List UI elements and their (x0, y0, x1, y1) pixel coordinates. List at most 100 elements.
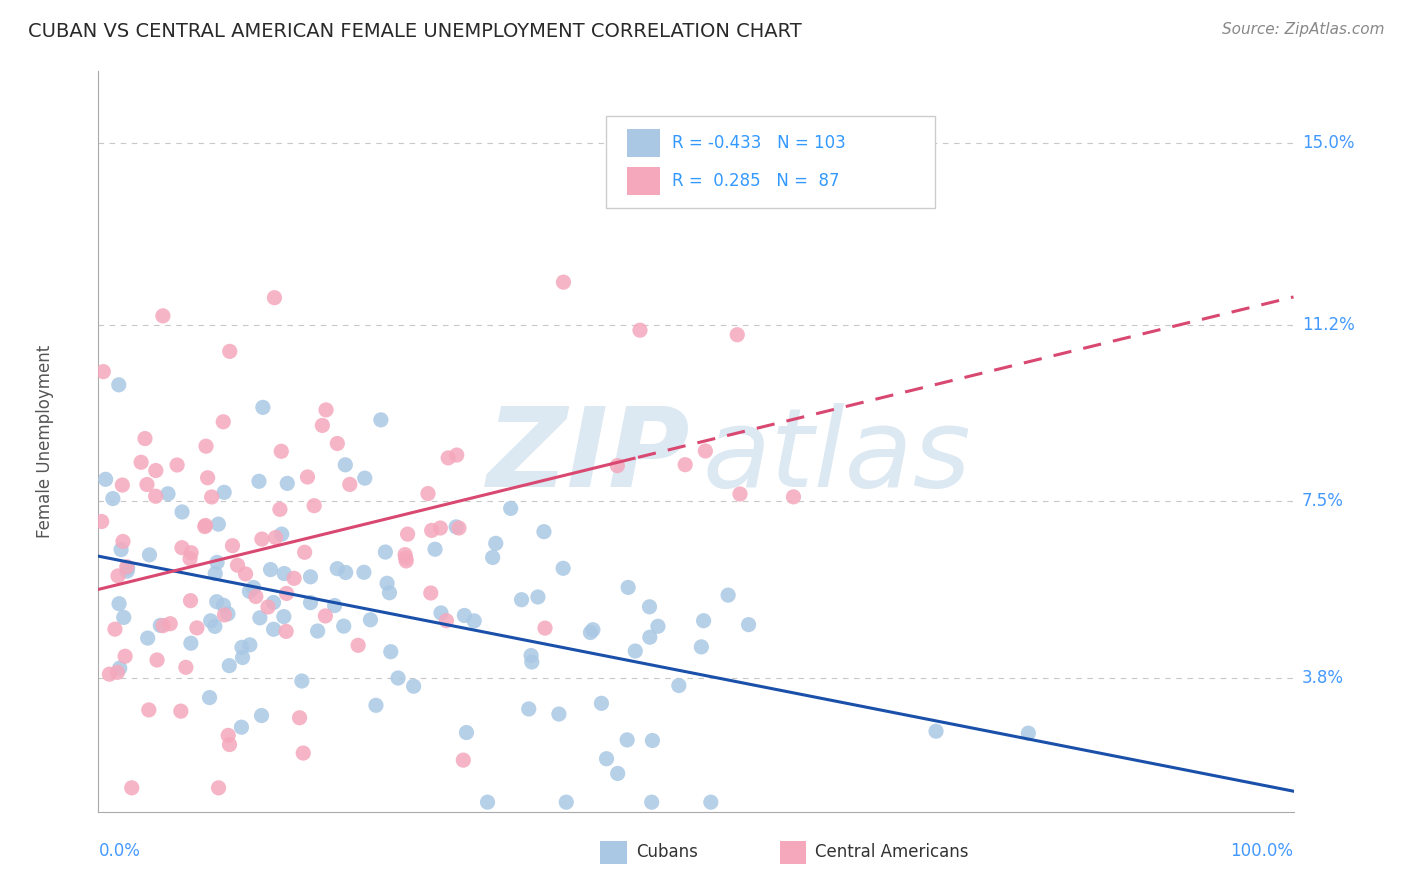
Point (231, 720, 253, 734)
Point (638, 599, 661, 614)
Text: 0.0%: 0.0% (98, 842, 141, 860)
Point (299, 596, 322, 610)
Point (339, 477, 361, 491)
Point (264, 531, 287, 545)
Point (456, 725, 478, 739)
Point (527, 590, 550, 604)
Point (276, 476, 298, 491)
Point (212, 485, 235, 500)
Point (201, 490, 224, 504)
Point (548, 707, 571, 722)
Point (297, 470, 319, 484)
Point (273, 609, 295, 624)
Point (226, 558, 249, 573)
Point (591, 696, 613, 710)
Point (107, 569, 129, 583)
Text: Female Unemployment: Female Unemployment (35, 345, 53, 538)
Point (231, 640, 253, 655)
Point (180, 546, 202, 560)
Text: R = -0.433   N = 103: R = -0.433 N = 103 (672, 135, 846, 153)
Point (156, 487, 179, 501)
Point (640, 795, 662, 809)
Point (207, 517, 229, 532)
Point (302, 499, 325, 513)
Point (394, 548, 416, 562)
Point (111, 478, 134, 492)
Point (270, 527, 292, 541)
Point (728, 487, 751, 501)
Point (136, 631, 159, 645)
Point (204, 619, 226, 633)
Point (232, 650, 254, 665)
Point (416, 486, 439, 500)
Point (673, 458, 696, 472)
Point (247, 475, 270, 489)
Point (259, 563, 281, 577)
Point (370, 413, 392, 427)
Point (107, 665, 129, 680)
Point (101, 491, 124, 506)
Point (174, 660, 197, 674)
Point (434, 614, 457, 628)
Point (288, 711, 311, 725)
Point (214, 607, 236, 622)
Point (205, 595, 228, 609)
Point (194, 519, 217, 533)
Point (353, 566, 375, 580)
Point (159, 616, 181, 631)
Point (423, 542, 446, 557)
Point (364, 698, 387, 713)
FancyBboxPatch shape (600, 840, 627, 864)
Point (638, 630, 661, 644)
Point (269, 502, 291, 516)
Text: Central Americans: Central Americans (815, 844, 969, 862)
Point (437, 450, 460, 465)
Point (1017, 726, 1039, 740)
Point (553, 561, 575, 575)
Point (299, 570, 322, 584)
Point (453, 608, 475, 623)
Point (152, 309, 174, 323)
Point (180, 636, 202, 650)
Point (276, 624, 298, 639)
Text: 11.2%: 11.2% (1302, 316, 1354, 334)
Point (353, 471, 375, 485)
Point (520, 648, 543, 663)
Point (152, 618, 174, 632)
Point (115, 559, 138, 574)
Point (396, 527, 419, 541)
Point (198, 690, 221, 705)
Point (239, 638, 262, 652)
Point (136, 477, 159, 491)
Point (138, 703, 160, 717)
Point (387, 671, 409, 685)
Point (534, 621, 557, 635)
Point (121, 780, 143, 795)
Point (276, 586, 298, 600)
Point (582, 623, 605, 637)
Point (326, 561, 349, 575)
Point (107, 377, 129, 392)
Text: ZIP: ZIP (486, 403, 690, 510)
Point (94, 472, 117, 486)
Point (700, 795, 723, 809)
Point (555, 795, 578, 809)
Point (291, 673, 314, 688)
Point (430, 606, 453, 620)
Point (250, 708, 273, 723)
Point (283, 571, 305, 585)
Point (446, 448, 468, 462)
Point (145, 489, 167, 503)
Point (463, 614, 485, 628)
Point (138, 548, 160, 562)
Point (170, 505, 193, 519)
Point (374, 545, 396, 559)
Point (444, 520, 467, 534)
Point (477, 795, 499, 809)
Point (166, 458, 188, 472)
Point (195, 439, 218, 453)
Point (149, 618, 172, 632)
Point (668, 679, 690, 693)
Point (217, 728, 239, 742)
Point (375, 576, 398, 591)
